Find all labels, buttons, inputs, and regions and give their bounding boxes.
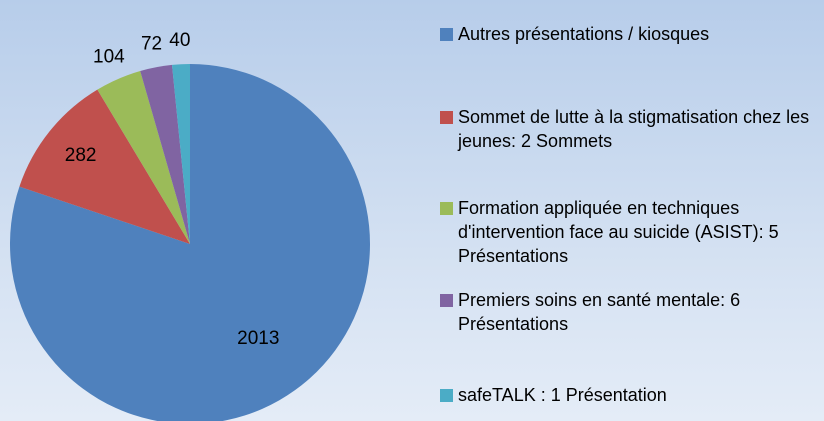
legend-label: Autres présentations / kiosques (458, 24, 710, 44)
legend-label: Premiers soins en santé mentale: 6 Prése… (458, 290, 741, 334)
legend-swatch (440, 294, 453, 307)
data-label: 104 (93, 47, 125, 68)
legend-entry: Formation appliquée en techniques d'inte… (440, 196, 824, 268)
pie-slice (140, 64, 190, 244)
legend-entry: safeTALK : 1 Présentation (440, 383, 824, 407)
pie-slice (19, 89, 191, 244)
legend-label: safeTALK : 1 Présentation (458, 385, 667, 405)
legend-swatch (440, 389, 453, 402)
pie-slice (10, 64, 370, 421)
legend-entry: Premiers soins en santé mentale: 6 Prése… (440, 288, 824, 336)
data-label: 72 (141, 33, 162, 54)
legend-swatch (440, 111, 453, 124)
pie-slice (172, 64, 190, 244)
legend-entry: Autres présentations / kiosques (440, 22, 824, 46)
data-label: 40 (169, 30, 190, 51)
legend-swatch (440, 28, 453, 41)
data-label: 282 (65, 145, 97, 166)
legend-label: Sommet de lutte à la stigmatisation chez… (458, 107, 810, 151)
legend-swatch (440, 202, 453, 215)
pie-slice (97, 71, 190, 244)
data-label: 2013 (237, 328, 279, 349)
legend-entry: Sommet de lutte à la stigmatisation chez… (440, 105, 824, 153)
legend-label: Formation appliquée en techniques d'inte… (458, 198, 779, 266)
